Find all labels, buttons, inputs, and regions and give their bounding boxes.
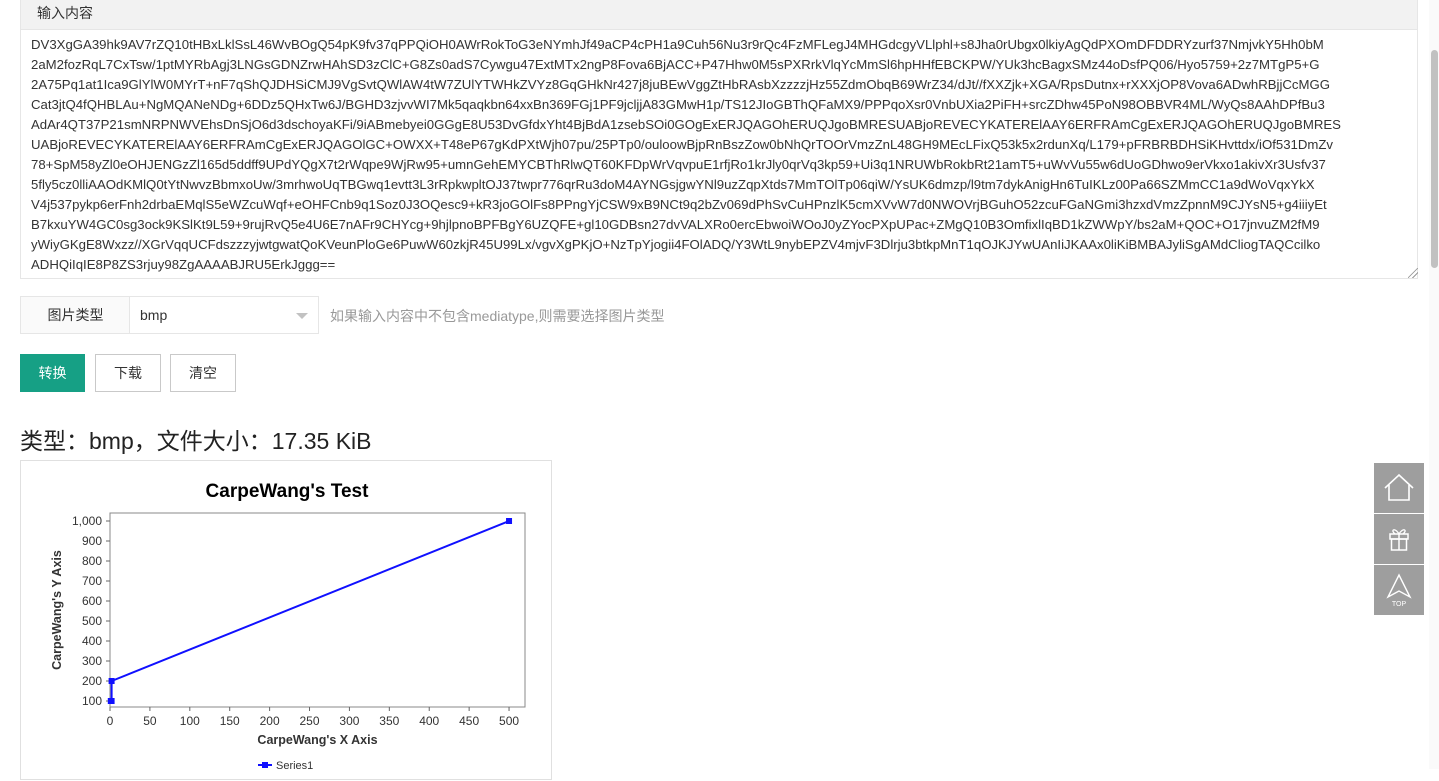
legend-label: Series1 — [276, 760, 313, 772]
image-type-select[interactable]: bmp — [129, 296, 319, 334]
input-text-line: DV3XgGA39hk9AV7rZQ10tHBxLklSsL46WvBOgQ54… — [31, 37, 1324, 52]
chart-title: CarpeWang's Test — [206, 481, 370, 502]
data-point — [108, 678, 115, 684]
base64-input-textarea[interactable]: DV3XgGA39hk9AV7rZQ10tHBxLklSsL46WvBOgQ54… — [20, 29, 1418, 279]
input-text-line: AdAr4QT37P21smNRPNWVEhsDnSjO6d3dschoyaKF… — [31, 117, 1341, 132]
y-tick-label: 100 — [82, 694, 102, 708]
convert-button[interactable]: 转换 — [20, 354, 85, 392]
textarea-resize-handle[interactable] — [1408, 268, 1418, 278]
page-scrollbar[interactable] — [1429, 0, 1439, 769]
input-text-line: UABjoREVECYKATERElAAY6ERFRAmCgExERJQAGOl… — [31, 137, 1334, 152]
back-to-top-button[interactable]: TOP — [1374, 565, 1424, 615]
input-text-line: B7kxuYW4GC0sg3ock9KSlKt9L59+9rujRvQ5e4U6… — [31, 217, 1320, 232]
x-tick-label: 0 — [107, 714, 114, 728]
input-panel-header: 输入内容 — [20, 0, 1418, 30]
y-tick-label: 1,000 — [72, 514, 102, 528]
input-text-line: V4j537pykp6erFnh2drbaEMqlS5eWZcuWqf+eOHF… — [31, 197, 1327, 212]
plot-area — [109, 512, 526, 708]
y-tick-label: 200 — [82, 674, 102, 688]
y-tick-label: 900 — [82, 534, 102, 548]
y-tick-label: 700 — [82, 574, 102, 588]
top-icon: TOP — [1386, 573, 1412, 608]
y-tick-label: 500 — [82, 614, 102, 628]
y-tick-label: 600 — [82, 594, 102, 608]
top-label: TOP — [1392, 601, 1407, 608]
legend-marker — [262, 762, 268, 768]
home-button[interactable] — [1374, 463, 1424, 513]
result-image: CarpeWang's Test 0 50 100 150 200 250 300 350 400… — [20, 460, 552, 780]
input-text-line: ADHQiIqIE8P8ZS3rjuy98ZgAAAABJRU5ErkJggg=… — [31, 257, 336, 272]
gift-icon — [1389, 529, 1409, 551]
download-button[interactable]: 下载 — [95, 354, 161, 392]
y-axis-label: CarpeWang's Y Axis — [50, 550, 64, 670]
page-scrollbar-thumb[interactable] — [1431, 50, 1438, 268]
gift-button[interactable] — [1374, 514, 1424, 564]
x-tick-label: 50 — [143, 714, 157, 728]
x-tick-label: 100 — [180, 714, 200, 728]
y-tick-label: 400 — [82, 634, 102, 648]
input-text-line: 2A75Pq1at1Ica9GlYlW0MYrT+nF7qShQJDHSiCMJ… — [31, 77, 1331, 92]
x-tick-label: 400 — [419, 714, 439, 728]
y-tick-label: 300 — [82, 654, 102, 668]
x-axis-label: CarpeWang's X Axis — [257, 733, 377, 747]
data-point — [506, 518, 513, 524]
x-tick-label: 150 — [220, 714, 240, 728]
x-tick-label: 250 — [300, 714, 320, 728]
image-type-selected-value: bmp — [140, 307, 168, 323]
input-text-line: 78+SpM58yZl0eOHJENGzZl165d5ddff9UPdYQgX7… — [31, 157, 1326, 172]
chevron-down-icon — [296, 313, 308, 319]
y-tick-label: 800 — [82, 554, 102, 568]
x-tick-label: 500 — [499, 714, 519, 728]
input-text-line: Cat3jtQ4fQHBLAu+NgMQANeNDg+6DDz5QHxTw6J/… — [31, 97, 1325, 112]
data-point — [108, 698, 115, 704]
line-chart: CarpeWang's Test 0 50 100 150 200 250 300 350 400… — [50, 481, 526, 772]
input-text-line: 2aM2fozRqL7CxTsw/1ptMYRbAgj3LNGsGDNZrwHA… — [31, 57, 1320, 72]
x-tick-label: 300 — [339, 714, 359, 728]
image-type-hint: 如果输入内容中不包含mediatype,则需要选择图片类型 — [330, 308, 665, 324]
input-label: 输入内容 — [37, 5, 93, 21]
input-text-line: 5fly5cz0lliAAOdKMlQ0tYtNwvzBbmxoUw/3mrhw… — [31, 177, 1315, 192]
image-type-label: 图片类型 — [20, 296, 130, 334]
result-info: 类型：bmp，文件大小：17.35 KiB — [20, 428, 372, 454]
home-icon — [1384, 473, 1414, 501]
x-tick-label: 200 — [260, 714, 280, 728]
input-text-line: yWiyGKgE8Wxzz//XGrVqqUCFdszzzyjwtgwatQoK… — [31, 237, 1321, 252]
x-tick-label: 350 — [379, 714, 399, 728]
x-tick-label: 450 — [459, 714, 479, 728]
clear-button[interactable]: 清空 — [170, 354, 236, 392]
